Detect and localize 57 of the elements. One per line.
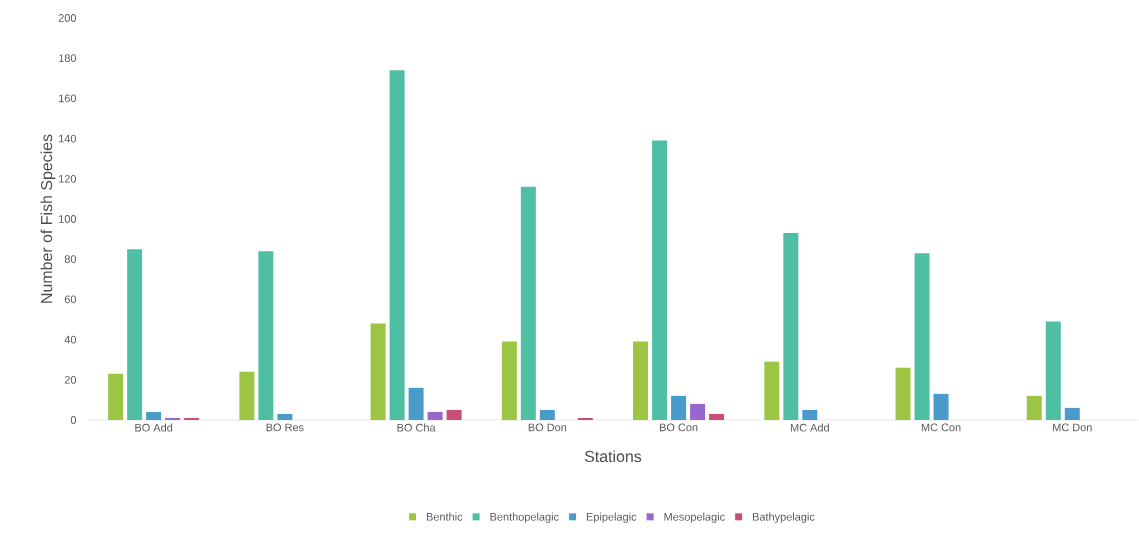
y-tick-label: 180	[59, 54, 77, 63]
bar	[389, 70, 405, 420]
x-axis-title: Stations	[584, 450, 642, 463]
bar	[802, 409, 818, 420]
y-tick-label: 100	[59, 215, 77, 223]
bar	[277, 413, 293, 420]
y-tick-label: 120	[59, 174, 77, 183]
x-tick-label: BO Con	[659, 423, 698, 432]
x-tick-label: MC Don	[1053, 423, 1092, 432]
bar	[258, 251, 274, 420]
y-tick-label: 200	[58, 14, 77, 22]
bar	[1064, 407, 1080, 420]
bar	[146, 411, 162, 420]
legend-label: Benthopelagic	[490, 512, 559, 523]
legend-label: Epipelagic	[586, 512, 637, 523]
y-tick-label: 20	[64, 375, 77, 384]
bar	[914, 253, 930, 420]
bar	[184, 417, 200, 420]
bar	[764, 361, 780, 420]
bar	[1026, 395, 1042, 420]
bar	[895, 367, 911, 420]
bar	[427, 411, 443, 420]
bar	[783, 233, 799, 420]
y-axis-title: Number of Fish Species	[40, 134, 56, 303]
bar	[446, 409, 462, 420]
bar	[408, 387, 424, 420]
x-tick-label: BO Don	[528, 423, 567, 432]
legend-label: Bathypelagic	[753, 512, 815, 523]
x-tick-label: MC Con	[921, 423, 961, 432]
y-tick-label: 140	[59, 134, 77, 143]
x-tick-label: BO Cha	[397, 423, 436, 432]
y-tick-label: 60	[64, 295, 77, 304]
bar	[671, 395, 687, 420]
bar	[633, 341, 649, 420]
bar	[370, 323, 386, 420]
bar	[165, 417, 181, 420]
legend-label: Benthic	[426, 512, 463, 521]
bar	[539, 409, 555, 420]
y-tick-label: 80	[64, 255, 77, 264]
x-tick-label: BO Add	[135, 423, 173, 432]
bar	[501, 341, 517, 420]
bar	[690, 403, 706, 420]
bar	[709, 413, 725, 420]
bar	[108, 373, 124, 420]
y-tick-label: 40	[64, 335, 77, 344]
x-tick-label: BO Res	[266, 423, 304, 432]
bar	[933, 393, 949, 420]
bar	[520, 186, 536, 420]
y-tick-label: 0	[70, 416, 77, 424]
bar	[239, 371, 255, 420]
legend-label: Mesopelagic	[664, 512, 725, 523]
bar	[577, 417, 593, 420]
x-tick-label: MC Add	[790, 423, 829, 432]
bar	[1045, 321, 1061, 420]
bar	[127, 249, 143, 420]
y-tick-label: 160	[59, 94, 77, 103]
bar	[652, 140, 668, 420]
